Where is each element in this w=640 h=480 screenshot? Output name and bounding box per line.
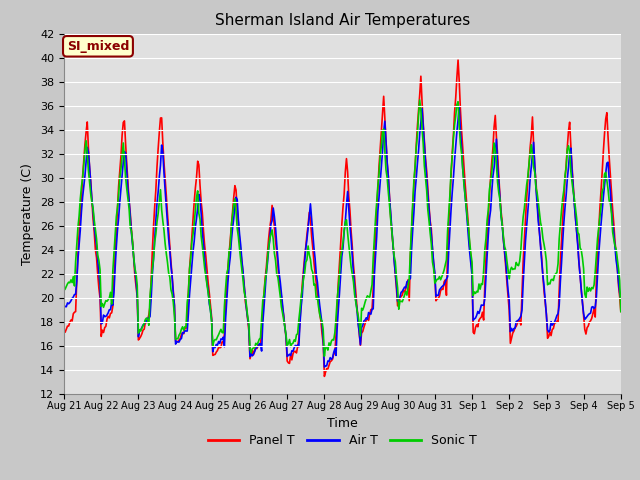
Panel T [454,57,462,63]
Air T [321,364,328,370]
Y-axis label: Temperature (C): Temperature (C) [22,163,35,264]
Sonic T [60,288,68,293]
Sonic T [472,290,479,296]
Air T [60,305,68,311]
Air T [456,104,463,110]
Sonic T [568,179,576,185]
Title: Sherman Island Air Temperatures: Sherman Island Air Temperatures [215,13,470,28]
Panel T [60,328,68,334]
Air T [472,315,479,321]
X-axis label: Time: Time [327,417,358,430]
Sonic T [295,317,303,323]
Air T [295,344,303,349]
Panel T [295,336,303,342]
Panel T [321,373,328,379]
Sonic T [234,225,241,231]
Panel T [399,288,407,293]
Line: Panel T: Panel T [64,60,621,376]
Panel T [617,309,625,314]
Sonic T [617,309,625,314]
Panel T [568,163,576,168]
Air T [373,234,381,240]
Line: Sonic T: Sonic T [64,100,621,356]
Panel T [472,324,479,330]
Legend: Panel T, Air T, Sonic T: Panel T, Air T, Sonic T [203,429,482,452]
Line: Air T: Air T [64,107,621,367]
Air T [568,167,576,172]
Air T [399,286,407,292]
Panel T [234,207,241,213]
Sonic T [399,296,407,301]
Air T [617,296,625,301]
Panel T [373,206,381,212]
Sonic T [416,97,424,103]
Text: SI_mixed: SI_mixed [67,40,129,53]
Air T [234,196,241,202]
Sonic T [321,353,328,359]
Sonic T [373,199,381,204]
